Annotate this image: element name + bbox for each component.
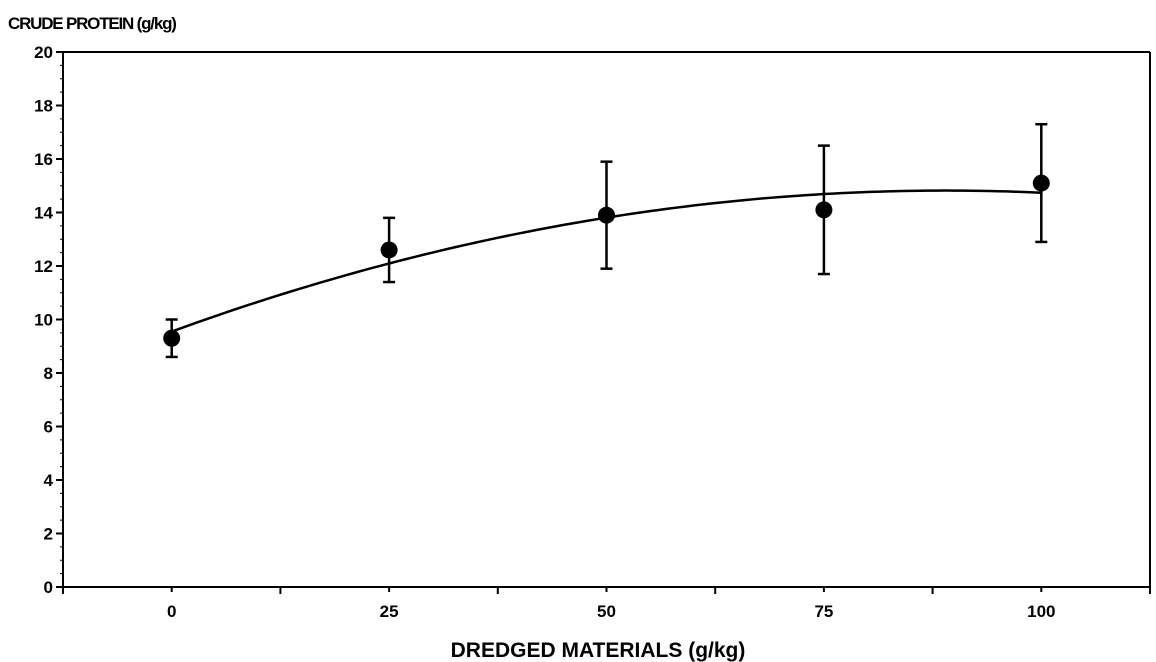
- y-tick-label: 2: [44, 525, 53, 544]
- data-point: [163, 329, 181, 347]
- x-tick-label: 0: [167, 602, 176, 621]
- data-point: [598, 206, 615, 224]
- x-tick-label: 50: [597, 602, 616, 621]
- y-tick-label: 6: [44, 418, 53, 437]
- data-point: [815, 201, 833, 219]
- y-axis-title: CRUDE PROTEIN (g/kg): [8, 14, 177, 33]
- y-tick-label: 4: [44, 471, 54, 490]
- y-tick-label: 14: [34, 204, 53, 223]
- x-tick-label: 75: [814, 602, 833, 621]
- points-layer: [163, 174, 1050, 347]
- errorbar-layer: [165, 122, 1048, 359]
- y-tick-label: 18: [34, 97, 53, 116]
- y-tick-label: 10: [34, 311, 53, 330]
- axes: 0 2 4 6 8 10 12 14 16 18 20 0 25 50 75 100: [34, 43, 1151, 621]
- data-point: [1032, 174, 1050, 192]
- x-axis-title: DREDGED MATERIALS (g/kg): [451, 639, 746, 662]
- y-tick-label: 20: [34, 43, 53, 62]
- y-tick-label: 16: [34, 150, 53, 169]
- y-tick-label: 8: [44, 364, 53, 383]
- x-tick-label: 100: [1027, 602, 1055, 621]
- data-point: [380, 241, 398, 259]
- y-tick-label: 0: [44, 578, 53, 597]
- x-tick-label: 25: [380, 602, 399, 621]
- y-tick-label: 12: [34, 257, 53, 276]
